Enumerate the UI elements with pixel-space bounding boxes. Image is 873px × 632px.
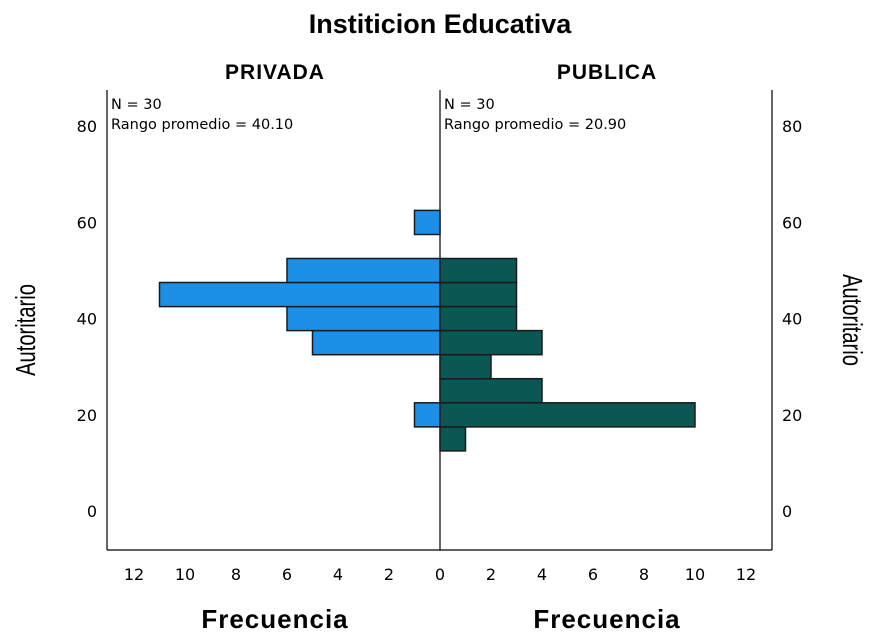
y-tick-label-right: 60 <box>782 213 802 232</box>
x-tick-label-right: 12 <box>736 565 756 584</box>
panel-title-publica: PUBLICA <box>557 61 657 84</box>
x-tick-label-right: 2 <box>486 565 496 584</box>
publica-n-label: N = 30 <box>444 97 495 113</box>
y-tick-label-left: 20 <box>77 406 97 425</box>
x-tick-label-left: 10 <box>175 565 195 584</box>
y-tick-label-left: 80 <box>77 117 97 136</box>
bar-privada-40 <box>286 305 441 332</box>
y-ticks-right: 0 20 40 60 80 <box>782 117 802 521</box>
x-tick-label-right: 4 <box>537 565 547 584</box>
x-tick-label-left: 4 <box>333 565 343 584</box>
privada-n-label: N = 30 <box>111 97 162 113</box>
bar-publica-35 <box>439 329 543 356</box>
x-axis-label-left: Frecuencia <box>201 604 348 632</box>
y-tick-label-right: 0 <box>782 502 792 521</box>
x-tick-label-right: 10 <box>685 565 705 584</box>
bar-privada-20 <box>413 402 441 428</box>
bar-publica-40 <box>439 305 518 332</box>
bar-publica-20 <box>439 402 696 428</box>
bar-publica-15 <box>439 426 467 452</box>
y-axis-label-left: Autoritario <box>11 284 42 376</box>
x-tick-label-right: 8 <box>639 565 649 584</box>
y-axis-label-right: Autoritario <box>836 274 867 366</box>
bar-privada-45 <box>158 281 441 308</box>
x-tick-label-right: 6 <box>588 565 598 584</box>
x-tick-label-left: 6 <box>282 565 292 584</box>
x-tick-label-left: 0 <box>435 565 445 584</box>
y-tick-label-left: 40 <box>77 310 97 329</box>
bars-layer <box>158 209 696 452</box>
y-tick-label-left: 0 <box>87 502 97 521</box>
y-ticks-left: 0 20 40 60 80 <box>77 117 97 521</box>
privada-rank-label: Rango promedio = 40.10 <box>111 117 293 133</box>
bar-privada-60 <box>413 209 441 236</box>
bar-privada-50 <box>286 257 441 284</box>
bar-publica-45 <box>439 281 518 308</box>
bar-publica-50 <box>439 257 518 284</box>
x-axis-label-right: Frecuencia <box>533 604 680 632</box>
y-tick-label-right: 20 <box>782 406 802 425</box>
y-tick-label-right: 40 <box>782 310 802 329</box>
y-tick-label-right: 80 <box>782 117 802 136</box>
y-tick-label-left: 60 <box>77 213 97 232</box>
bar-publica-30 <box>439 353 492 380</box>
x-ticks: 12 10 8 6 4 2 0 2 4 6 8 10 12 <box>124 565 756 584</box>
bar-publica-25 <box>439 377 543 404</box>
x-tick-label-left: 2 <box>384 565 394 584</box>
chart-title: Institicion Educativa <box>309 9 573 39</box>
bar-privada-35 <box>311 329 441 356</box>
x-tick-label-left: 12 <box>124 565 144 584</box>
publica-rank-label: Rango promedio = 20.90 <box>444 117 626 133</box>
x-tick-label-left: 8 <box>231 565 241 584</box>
panel-title-privada: PRIVADA <box>225 61 325 84</box>
